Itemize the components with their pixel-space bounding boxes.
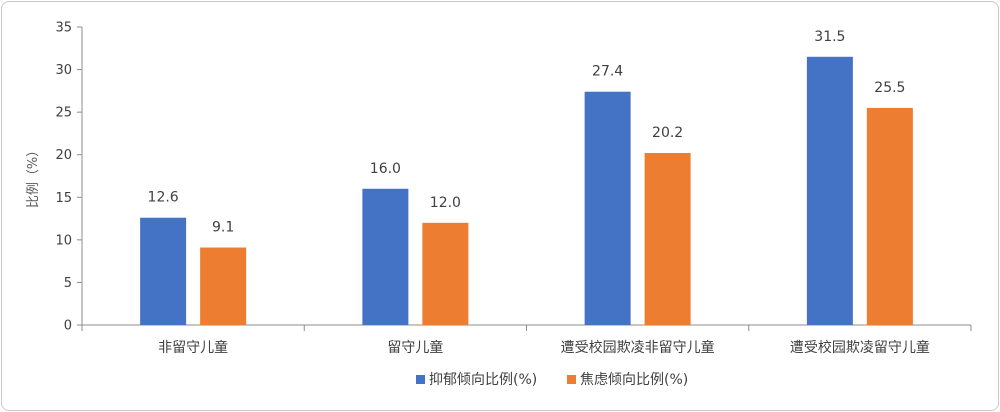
data-label: 20.2 [652, 125, 683, 141]
y-tick-label: 35 [55, 21, 72, 36]
y-tick-label: 25 [55, 106, 72, 121]
y-tick-label: 0 [64, 319, 72, 334]
bar-depression [584, 91, 631, 325]
data-label: 12.6 [148, 190, 179, 206]
bar-anxiety [422, 222, 469, 325]
data-label: 27.4 [592, 64, 623, 80]
y-tick-label: 20 [55, 148, 72, 163]
legend-label: 抑郁倾向比例(%) [429, 372, 537, 388]
x-category-label: 非留守儿童 [158, 339, 228, 356]
x-category-label: 遭受校园欺凌留守儿童 [790, 339, 930, 356]
y-tick-label: 15 [55, 191, 72, 206]
y-tick-label: 10 [55, 233, 72, 248]
y-axis-title: 比例（%） [26, 144, 41, 208]
bar-depression [362, 188, 409, 325]
data-label: 9.1 [212, 220, 234, 236]
x-category-label: 留守儿童 [387, 339, 443, 356]
bar-anxiety [644, 153, 691, 325]
legend-swatch [416, 375, 425, 384]
data-label: 12.0 [430, 195, 461, 211]
bar-anxiety [866, 107, 913, 325]
legend-label: 焦虑倾向比例(%) [580, 372, 688, 388]
bar-depression [140, 217, 187, 325]
data-label: 16.0 [370, 161, 401, 177]
data-label: 25.5 [874, 80, 905, 96]
data-label: 31.5 [814, 29, 845, 45]
bar-depression [806, 56, 853, 326]
y-tick-label: 5 [64, 276, 72, 291]
x-category-label: 遭受校园欺凌非留守儿童 [561, 339, 715, 356]
legend-swatch [567, 375, 576, 384]
bar-anxiety [200, 247, 247, 325]
y-tick-label: 30 [55, 63, 72, 78]
